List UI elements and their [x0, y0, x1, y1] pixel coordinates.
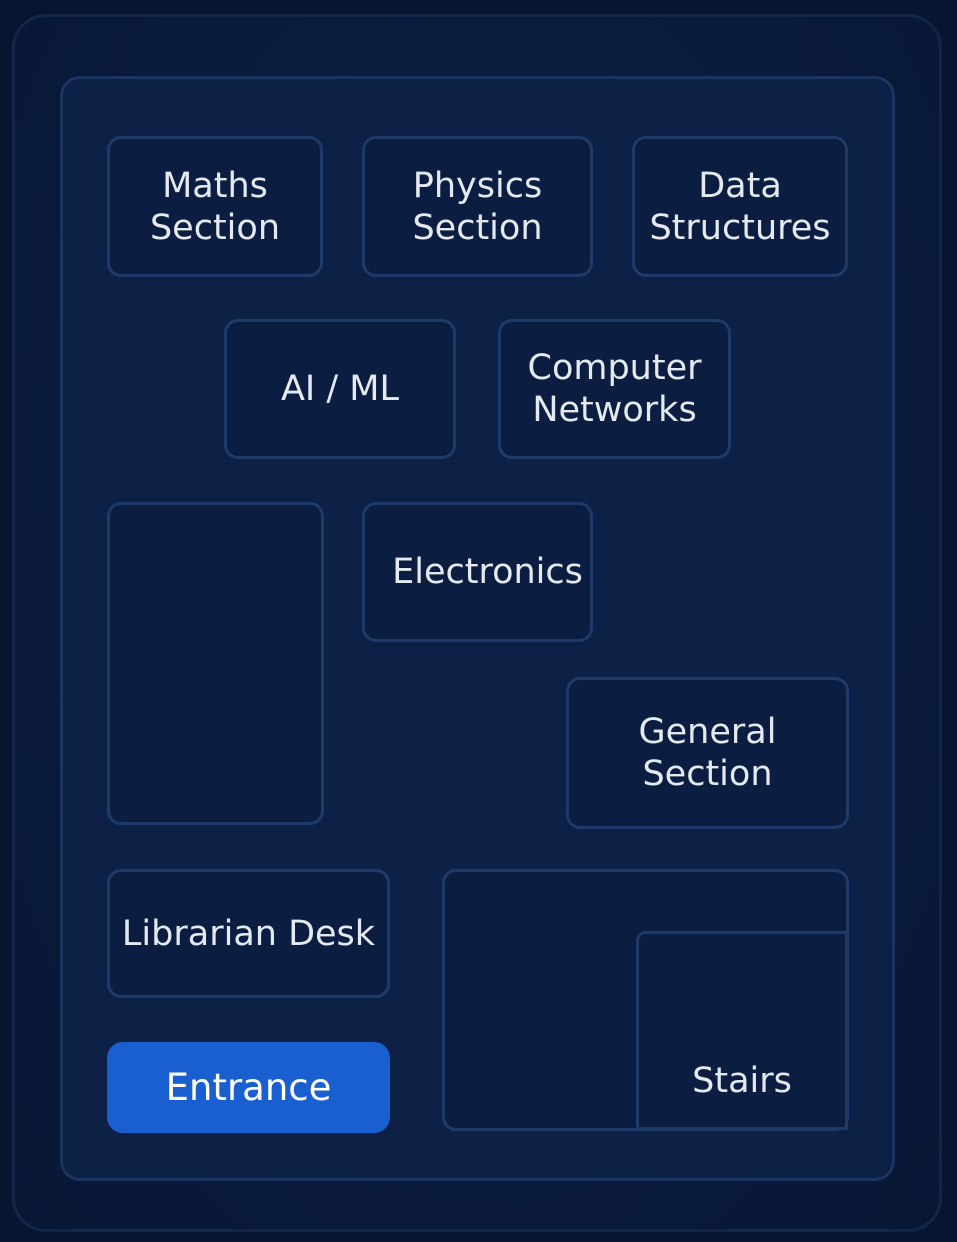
physics-section[interactable]: Physics Section	[362, 136, 593, 277]
stairs[interactable]: Stairs	[636, 931, 848, 1130]
maths-section[interactable]: Maths Section	[107, 136, 323, 277]
computer-networks-label: Computer Networks	[527, 348, 702, 430]
computer-networks-section[interactable]: Computer Networks	[498, 319, 731, 459]
general-section[interactable]: General Section	[566, 677, 849, 829]
general-section-label: General Section	[638, 712, 777, 794]
stairs-label: Stairs	[692, 1061, 792, 1101]
librarian-desk-label: Librarian Desk	[121, 913, 376, 954]
entrance-button[interactable]: Entrance	[107, 1042, 390, 1133]
data-structures-label: Data Structures	[649, 165, 831, 248]
electronics-label: Electronics	[392, 552, 583, 592]
entrance-label: Entrance	[165, 1065, 332, 1109]
maths-section-label: Maths Section	[149, 165, 281, 248]
librarian-desk[interactable]: Librarian Desk	[107, 869, 390, 998]
data-structures-section[interactable]: Data Structures	[632, 136, 848, 277]
ai-ml-label: AI / ML	[280, 369, 399, 409]
physics-section-label: Physics Section	[412, 165, 543, 248]
electronics-section[interactable]: Electronics	[362, 502, 593, 642]
unlabeled-room[interactable]	[107, 502, 324, 825]
ai-ml-section[interactable]: AI / ML	[224, 319, 456, 459]
